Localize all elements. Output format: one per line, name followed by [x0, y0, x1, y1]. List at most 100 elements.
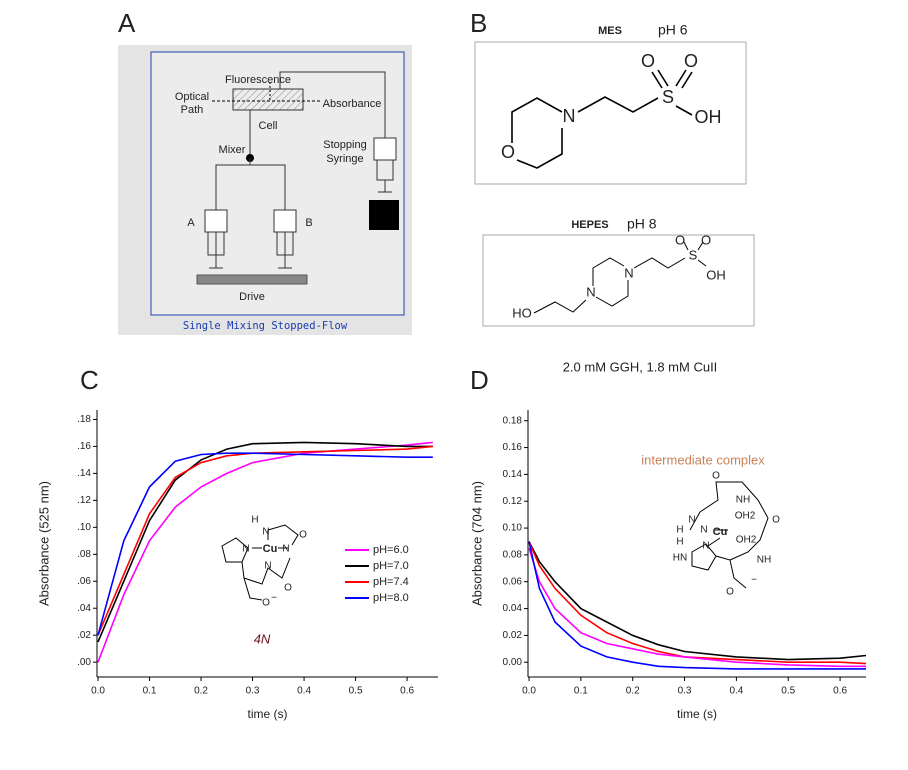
y-tick-label: 0.04 — [503, 603, 523, 614]
atom: N — [624, 265, 633, 280]
schematic-label: Drive — [239, 291, 265, 303]
atom: Cu — [263, 543, 278, 555]
x-tick-label: 0.0 — [522, 686, 536, 697]
buffer-name: HEPES — [571, 219, 608, 231]
atom: N — [586, 284, 595, 299]
atom: OH2 — [735, 511, 756, 522]
atom: N — [702, 541, 709, 552]
y-tick-label: 0.00 — [503, 657, 523, 668]
atom: O — [772, 515, 780, 526]
y-tick-label: .14 — [77, 468, 91, 479]
schematic-label: Stopping — [323, 139, 366, 151]
legend-label: pH=8.0 — [373, 592, 409, 604]
x-tick-label: 0.5 — [781, 686, 795, 697]
y-tick-label: 0.10 — [503, 523, 523, 534]
schematic — [196, 71, 399, 285]
atom: O — [726, 587, 734, 598]
x-tick-label: 0.0 — [91, 686, 105, 697]
schematic-caption: Single Mixing Stopped-Flow — [183, 320, 348, 332]
x-tick-label: 0.5 — [349, 686, 363, 697]
schematic-label: Cell — [259, 120, 278, 132]
atom: O — [675, 232, 685, 247]
atom: O — [641, 51, 655, 71]
atom: O — [684, 51, 698, 71]
atom: NH — [757, 555, 771, 566]
atom: O — [284, 583, 292, 594]
complex-structure — [221, 524, 299, 601]
y-tick-label: .04 — [77, 603, 91, 614]
panel-label: C — [80, 365, 99, 395]
buffer-ph: pH 6 — [658, 22, 688, 38]
y-tick-label: .02 — [77, 630, 91, 641]
data-line — [97, 445, 433, 636]
atom: S — [689, 247, 698, 262]
x-tick-label: 0.2 — [194, 686, 208, 697]
atom: OH — [706, 267, 726, 282]
atom: HO — [512, 305, 532, 320]
atom: O — [712, 471, 720, 482]
y-tick-label: .16 — [77, 441, 91, 452]
atom: H — [251, 515, 258, 526]
atom: H — [676, 537, 683, 548]
x-tick-label: 0.4 — [729, 686, 743, 697]
atom: HN — [673, 553, 687, 564]
x-tick-label: 0.1 — [574, 686, 588, 697]
schematic-label: Mixer — [219, 144, 246, 156]
panel-label: A — [118, 8, 136, 38]
atom: N — [688, 515, 695, 526]
atom: N — [700, 525, 707, 536]
x-axis-label: time (s) — [248, 707, 288, 721]
data-line — [528, 541, 866, 670]
schematic-label: Path — [181, 104, 204, 116]
legend-label: pH=7.0 — [373, 560, 409, 572]
panel-label: B — [470, 8, 487, 38]
x-tick-label: 0.2 — [626, 686, 640, 697]
buffer-name: MES — [598, 25, 622, 37]
y-tick-label: 0.08 — [503, 550, 523, 561]
structure-box — [474, 41, 747, 185]
atom: H — [676, 525, 683, 536]
schematic-label: Fluorescence — [225, 74, 291, 86]
y-axis-label: Absorbance (704 nm) — [469, 481, 484, 606]
data-line — [97, 452, 433, 636]
x-tick-label: 0.3 — [678, 686, 692, 697]
atom: O — [262, 598, 270, 609]
atom: OH — [695, 107, 722, 127]
y-tick-label: 0.06 — [503, 576, 523, 587]
atom: N — [563, 106, 576, 126]
y-tick-label: 0.16 — [503, 442, 523, 453]
atom: − — [751, 575, 757, 586]
annotation: 4N — [254, 631, 271, 646]
schematic-label: B — [305, 217, 312, 229]
data-line — [97, 441, 433, 663]
x-tick-label: 0.3 — [246, 686, 260, 697]
atom: O — [701, 232, 711, 247]
hepes-structure — [533, 241, 707, 314]
atom: S — [662, 87, 674, 107]
atom: O — [501, 142, 515, 162]
atom: N — [264, 561, 271, 572]
panel-label: D — [470, 365, 489, 395]
y-axis-label: Absorbance (525 nm) — [36, 481, 51, 606]
y-tick-label: 0.14 — [503, 469, 523, 480]
complex-structure — [689, 481, 769, 589]
x-tick-label: 0.4 — [297, 686, 311, 697]
y-tick-label: 0.18 — [503, 415, 523, 426]
atom: NH — [736, 495, 750, 506]
x-tick-label: 0.1 — [143, 686, 157, 697]
atom: O — [299, 530, 307, 541]
x-tick-label: 0.6 — [400, 686, 414, 697]
atom: OH2 — [736, 535, 757, 546]
schematic-label: A — [187, 217, 195, 229]
schematic-label: Optical — [175, 91, 209, 103]
y-tick-label: .00 — [77, 657, 91, 668]
mes-structure — [511, 69, 693, 169]
y-tick-label: .18 — [77, 414, 91, 425]
schematic-label: Syringe — [326, 153, 363, 165]
y-tick-label: .12 — [77, 495, 91, 506]
atom: − — [271, 593, 277, 604]
y-tick-label: .06 — [77, 576, 91, 587]
x-tick-label: 0.6 — [833, 686, 847, 697]
annotation: intermediate complex — [641, 452, 765, 467]
